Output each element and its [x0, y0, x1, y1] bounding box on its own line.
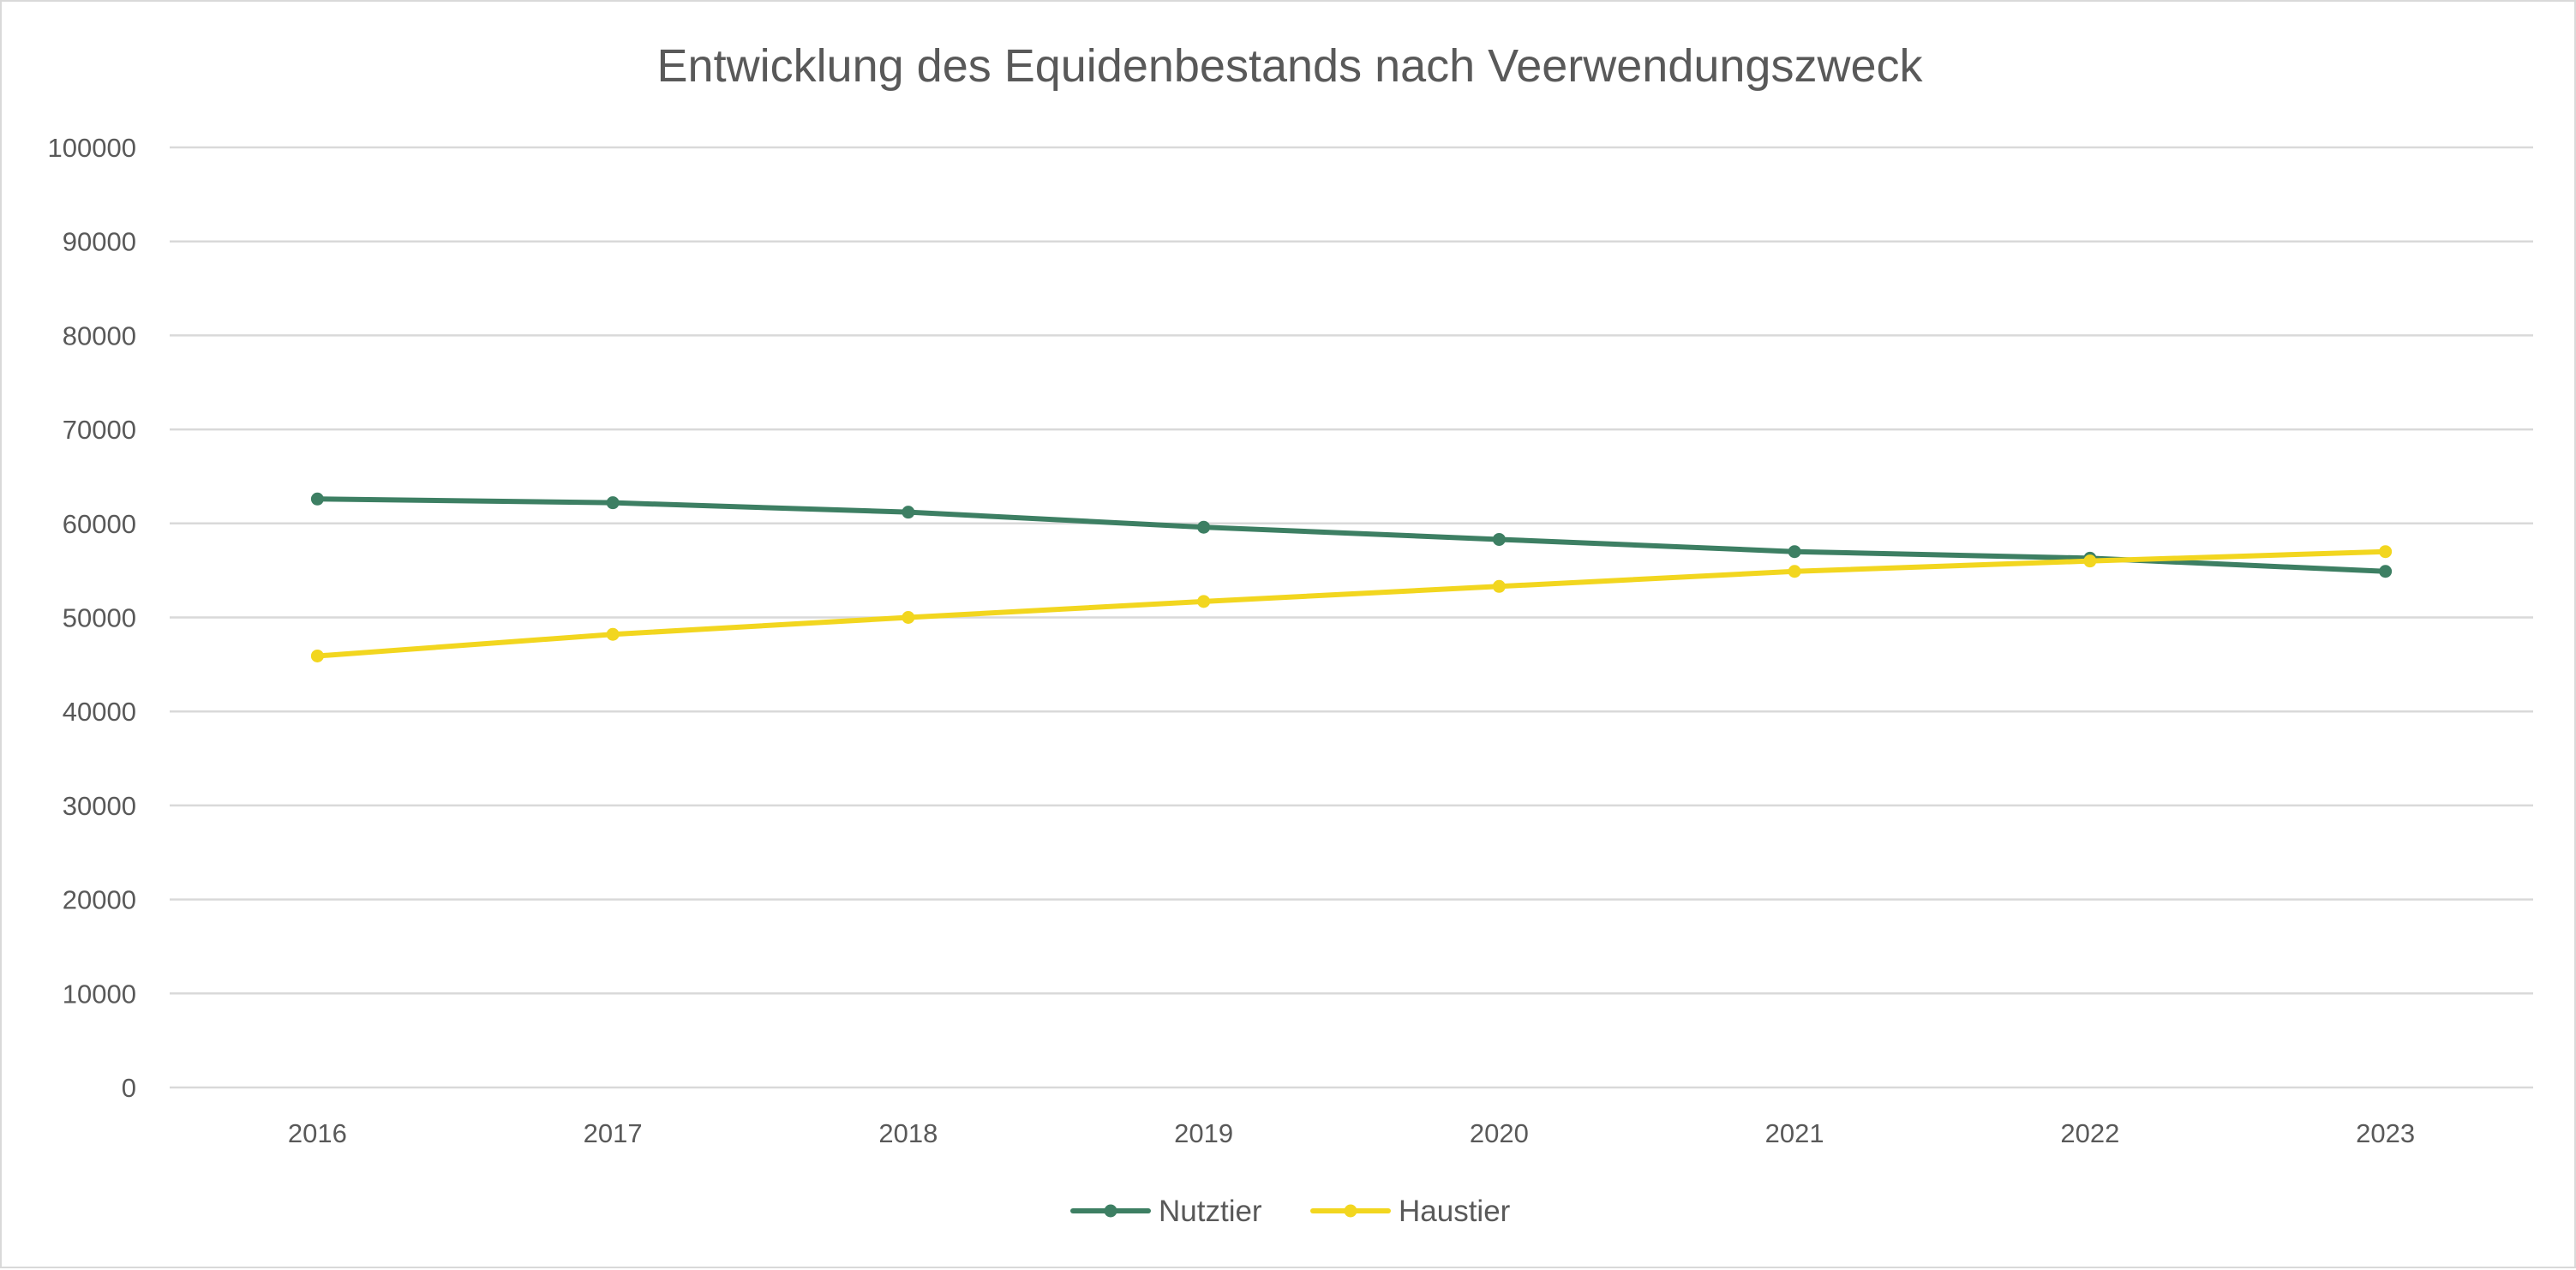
data-point-haustier	[2083, 554, 2097, 568]
gridlines	[170, 146, 2533, 1089]
data-point-nutztier	[1788, 545, 1801, 559]
y-tick-label: 70000	[63, 415, 136, 445]
y-tick-label: 30000	[63, 791, 136, 821]
data-point-nutztier	[902, 506, 915, 519]
chart-title: Entwicklung des Equidenbestands nach Vee…	[657, 40, 1924, 92]
y-tick-label: 80000	[63, 320, 136, 350]
data-point-nutztier	[1492, 532, 1506, 546]
data-point-haustier	[1492, 579, 1506, 593]
y-tick-label: 20000	[63, 885, 136, 915]
y-tick-label: 10000	[63, 979, 136, 1009]
y-tick-label: 50000	[63, 603, 136, 633]
x-tick-label: 2021	[1765, 1118, 1824, 1148]
data-point-haustier	[2379, 545, 2393, 559]
legend-marker-haustier	[1344, 1204, 1357, 1218]
legend-label-haustier: Haustier	[1399, 1195, 1511, 1228]
y-tick-label: 40000	[63, 697, 136, 727]
x-tick-label: 2017	[584, 1118, 643, 1148]
series-lines	[310, 492, 2393, 662]
data-point-haustier	[310, 649, 324, 662]
x-tick-label: 2022	[2060, 1118, 2119, 1148]
data-point-nutztier	[2379, 565, 2393, 578]
x-axis-tick-labels: 2016 2017 2018 2019 2020 2021 2022 2023	[288, 1118, 2415, 1148]
y-tick-label: 60000	[63, 509, 136, 539]
data-point-nutztier	[310, 492, 324, 506]
legend: Nutztier Haustier	[1070, 1195, 1511, 1228]
x-tick-label: 2020	[1470, 1118, 1529, 1148]
y-tick-label: 90000	[63, 227, 136, 257]
data-point-haustier	[606, 627, 620, 641]
legend-label-nutztier: Nutztier	[1159, 1195, 1262, 1228]
y-tick-label: 100000	[48, 133, 136, 163]
y-axis-tick-labels: 0 10000 20000 30000 40000 50000 60000 70000 8000…	[48, 133, 136, 1103]
legend-marker-nutztier	[1104, 1204, 1117, 1218]
y-tick-label: 0	[122, 1073, 136, 1103]
x-tick-label: 2018	[878, 1118, 938, 1148]
data-point-haustier	[1197, 595, 1211, 608]
x-tick-label: 2023	[2356, 1118, 2415, 1148]
data-point-nutztier	[606, 496, 620, 510]
data-point-haustier	[902, 611, 915, 624]
data-point-nutztier	[1197, 520, 1211, 534]
x-tick-label: 2019	[1174, 1118, 1233, 1148]
x-tick-label: 2016	[288, 1118, 347, 1148]
series-line-haustier	[315, 548, 2388, 659]
series-line-nutztier	[315, 496, 2388, 574]
data-point-haustier	[1788, 565, 1801, 578]
